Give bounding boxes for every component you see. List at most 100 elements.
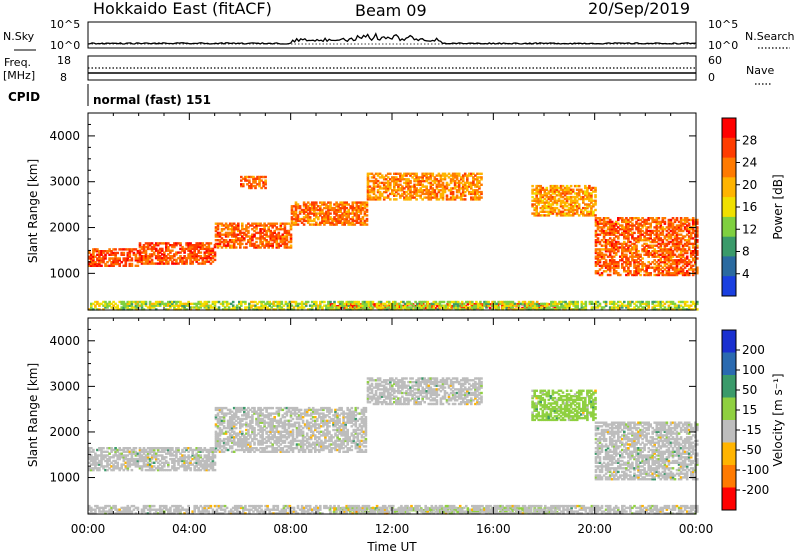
power-echo-cell — [213, 258, 217, 262]
power-echo-cell — [165, 260, 168, 263]
power-echo-cell — [687, 222, 691, 225]
power-echo-cell — [100, 251, 103, 255]
power-echo-cell — [333, 300, 336, 304]
power-echo-cell — [110, 250, 113, 253]
power-echo-cell — [327, 219, 330, 223]
power-echo-cell — [290, 206, 294, 210]
power-echo-cell — [283, 242, 287, 246]
power-echo-cell — [374, 179, 378, 183]
power-echo-cell — [130, 264, 134, 267]
power-echo-cell — [130, 250, 134, 253]
power-echo-cell — [193, 244, 196, 247]
power-echo-cell — [232, 229, 236, 233]
power-echo-cell — [267, 246, 270, 249]
date-label: 20/Sep/2019 — [588, 0, 690, 18]
power-echo-cell — [156, 253, 160, 256]
power-echo-cell — [116, 262, 119, 266]
power-echo-cell — [247, 229, 250, 233]
power-echo-cell — [302, 203, 306, 206]
power-echo-cell — [237, 233, 240, 236]
power-echo-cell — [343, 217, 346, 221]
power-echo-cell — [313, 214, 316, 217]
power-echo-cell — [197, 251, 200, 254]
power-echo-cell — [279, 244, 283, 247]
power-echo-cell — [329, 223, 332, 226]
power-echo-cell — [207, 260, 211, 263]
power-echo-cell — [251, 235, 254, 238]
power-echo-cell — [267, 235, 270, 238]
power-echo-cell — [213, 253, 217, 256]
power-echo-cell — [594, 208, 597, 212]
power-echo-cell — [403, 178, 406, 181]
power-echo-cell — [395, 178, 398, 181]
power-echo-cell — [633, 231, 636, 235]
power-echo-cell — [126, 253, 130, 256]
power-echo-cell — [302, 217, 306, 221]
power-echo-cell — [317, 205, 320, 208]
power-echo-cell — [218, 240, 222, 244]
power-echo-cell — [292, 217, 296, 221]
power-echo-cell — [281, 235, 285, 238]
power-echo-cell — [355, 201, 359, 204]
power-echo-cell — [249, 240, 252, 244]
power-echo-cell — [325, 219, 328, 223]
power-echo-cell — [349, 221, 352, 224]
power-echo-cell — [335, 203, 338, 206]
power-echo-cell — [144, 256, 148, 260]
power-echo-cell — [366, 178, 370, 181]
power-echo-cell — [98, 262, 101, 266]
power-echo-cell — [329, 201, 332, 204]
power-echo-cell — [413, 189, 416, 192]
power-echo-cell — [382, 176, 386, 179]
velocity-echo-cell — [171, 447, 174, 450]
power-echo-cell — [393, 198, 396, 201]
power-echo-cell — [306, 216, 310, 219]
power-echo-cell — [323, 219, 326, 223]
power-echo-cell — [409, 189, 412, 192]
power-echo-cell — [409, 190, 412, 194]
power-echo-cell — [296, 214, 300, 217]
power-echo-cell — [290, 217, 294, 221]
power-echo-cell — [234, 224, 238, 227]
power-echo-cell — [304, 214, 308, 217]
power-echo-cell — [409, 187, 412, 190]
power-echo-cell — [90, 257, 93, 260]
power-echo-cell — [259, 231, 262, 235]
power-echo-cell — [306, 212, 310, 215]
power-echo-cell — [261, 240, 264, 244]
power-echo-cell — [384, 187, 388, 190]
power-echo-cell — [98, 257, 101, 260]
power-echo-cell — [372, 183, 376, 186]
power-echo-cell — [308, 210, 312, 213]
power-echo-cell — [357, 210, 361, 213]
power-echo-cell — [171, 245, 174, 249]
power-echo-cell — [112, 259, 115, 262]
power-echo-cell — [94, 255, 97, 258]
power-echo-cell — [333, 216, 336, 219]
power-echo-cell — [413, 192, 416, 196]
power-echo-cell — [197, 245, 200, 249]
power-echo-cell — [313, 212, 316, 215]
power-echo-cell — [169, 258, 172, 262]
power-echo-cell — [191, 262, 194, 265]
power-echo-cell — [576, 300, 579, 304]
power-echo-cell — [104, 264, 107, 267]
power-echo-cell — [265, 244, 268, 247]
power-echo-cell — [144, 258, 148, 262]
power-echo-cell — [264, 175, 267, 179]
power-echo-cell — [355, 212, 359, 215]
power-echo-cell — [397, 185, 400, 188]
power-echo-cell — [124, 259, 128, 262]
power-echo-cell — [363, 214, 367, 217]
power-echo-cell — [409, 181, 412, 185]
power-echo-cell — [283, 246, 287, 249]
power-echo-cell — [363, 210, 367, 213]
power-echo-cell — [370, 198, 374, 201]
power-echo-cell — [241, 237, 244, 240]
power-echo-cell — [187, 255, 190, 258]
power-echo-cell — [275, 226, 279, 229]
power-echo-cell — [283, 231, 287, 235]
power-echo-cell — [234, 240, 238, 244]
power-echo-cell — [361, 221, 365, 224]
power-echo-cell — [239, 244, 242, 247]
